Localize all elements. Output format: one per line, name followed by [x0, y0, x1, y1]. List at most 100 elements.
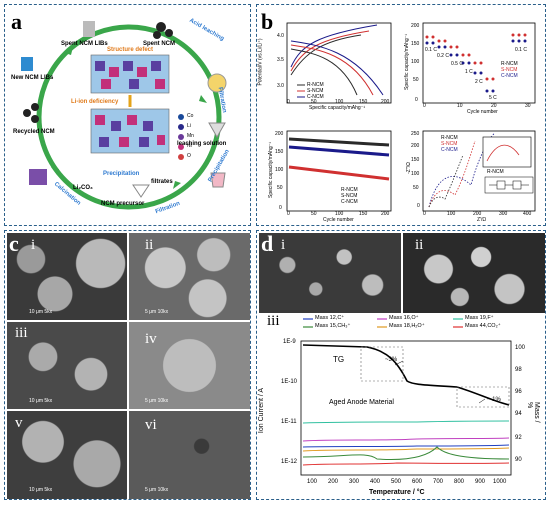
- rate-label-2: 0.5 C: [451, 61, 463, 67]
- rate-legend-r: R-NCM: [501, 61, 518, 67]
- label-leaching-solution: leaching solution: [177, 141, 227, 147]
- panel-b-plots: [286, 22, 536, 212]
- scale-c-iv: 5 μm 10kx: [145, 398, 169, 404]
- rate-ytick-4: 0: [415, 97, 418, 103]
- sub-c-i: i: [31, 237, 36, 253]
- charge-legend-s: S-NCM: [307, 88, 324, 94]
- ms-legend-h2o: Mass 18,H₂O⁺: [389, 323, 425, 329]
- rate-xtick-3: 30: [525, 103, 531, 109]
- crystal-lattice: [95, 61, 165, 147]
- ms-legend-c: Mass 12,C⁺: [315, 315, 345, 321]
- sub-c-vi: vi: [145, 417, 157, 433]
- rate-label-5: 5 C: [489, 95, 497, 101]
- ms-xtick-3: 400: [370, 479, 381, 485]
- cycle-xtick-3: 150: [359, 211, 368, 217]
- ms-xtick-2: 300: [349, 479, 360, 485]
- sub-d-i: i: [281, 237, 286, 253]
- beaker-icon: [210, 172, 226, 188]
- ms-ytick-left-1: 1E-10: [281, 379, 298, 385]
- sem-image-c-v: [7, 411, 127, 499]
- ms-ytick-right-3: 94: [515, 411, 522, 417]
- eis-legend-r: R-NCM: [441, 135, 458, 141]
- recycling-diagram: [21, 21, 227, 210]
- sub-d-ii: ii: [415, 237, 424, 253]
- ms-legend-ch3: Mass 15,CH₃⁺: [315, 323, 351, 329]
- cycle-legend-c: C-NCM: [341, 199, 358, 205]
- cycle-xlabel: Cycle number: [323, 217, 354, 223]
- cycle-xtick-1: 50: [311, 211, 317, 217]
- ms-ytick-left-3: 1E-12: [281, 459, 298, 465]
- rate-label-0: 0.1 C: [425, 47, 437, 53]
- legend-li: Li: [187, 123, 191, 129]
- charge-ytick-1: 3.5: [277, 57, 284, 63]
- rate-legend-s: S-NCM: [501, 67, 518, 73]
- sub-c-ii: ii: [145, 237, 154, 253]
- cycle-ytick-2: 100: [275, 167, 284, 173]
- charge-xtick-2: 100: [335, 99, 344, 105]
- eis-xtick-0: 0: [423, 211, 426, 217]
- cycle-xtick-0: 0: [287, 211, 290, 217]
- ms-legend-o: Mass 16,O⁺: [389, 315, 419, 321]
- rate-xlabel: Cycle number: [467, 109, 498, 115]
- panel-d: d i ii iii Mass 12,C⁺ Mass 16,O⁺ Mass 19…: [256, 230, 546, 500]
- cycle-legend-r: R-NCM: [341, 187, 358, 193]
- eis-legend-s: S-NCM: [441, 141, 458, 147]
- sem-image-d-i: [259, 233, 401, 313]
- filtration-funnel-icon: [208, 122, 226, 139]
- scale-c-ii: 5 μm 10kx: [145, 309, 169, 315]
- scale-c-vi: 5 μm 10kx: [145, 487, 169, 493]
- label-recycled-ncm: Recycled NCM: [13, 129, 55, 135]
- charge-xtick-3: 150: [359, 99, 368, 105]
- ms-ytick-right-0: 100: [515, 345, 526, 351]
- sub-c-iv: iv: [145, 331, 157, 347]
- rate-xtick-1: 10: [457, 103, 463, 109]
- sem-image-d-ii: [403, 233, 545, 313]
- charge-legend-r: R-NCM: [307, 82, 324, 88]
- panel-c: c i ii iii iv v vi 10 μm 5kx 5 μm 10kx 1…: [4, 230, 251, 500]
- eis-legend-c: C-NCM: [441, 147, 458, 153]
- cycle-ytick-3: 50: [277, 185, 283, 191]
- ms-tg-chart: [300, 318, 512, 476]
- ms-ylabel-left: Ion Current / A: [258, 387, 266, 434]
- charge-xtick-0: 0: [287, 99, 290, 105]
- ms-xtick-8: 900: [475, 479, 486, 485]
- ms-xtick-9: 1000: [493, 479, 507, 485]
- panel-d-label: d: [261, 231, 274, 256]
- eis-ytick-4: 50: [413, 185, 419, 191]
- material-label: Aged Anode Material: [329, 399, 394, 406]
- rate-ytick-3: 50: [413, 77, 419, 83]
- eis-ytick-1: 200: [411, 143, 420, 149]
- panel-c-label: c: [9, 231, 19, 256]
- ms-xtick-4: 500: [391, 479, 402, 485]
- cycle-legend-s: S-NCM: [341, 193, 358, 199]
- charge-xlabel: Specific capacity/mAhg⁻¹: [309, 105, 365, 111]
- rate-legend-c: C-NCM: [501, 73, 518, 79]
- label-precipitation-2: Precipitation: [103, 171, 140, 177]
- ms-xtick-7: 800: [454, 479, 465, 485]
- panel-a: a: [4, 4, 251, 226]
- ms-xtick-5: 600: [412, 479, 423, 485]
- recycled-ncm-icon: [23, 109, 31, 117]
- battery-icon: [83, 21, 95, 37]
- panel-b: b: [256, 4, 546, 226]
- ms-ytick-left-2: 1E-11: [281, 419, 297, 425]
- precursor-icon: [132, 184, 150, 198]
- rate-xtick-0: 0: [423, 103, 426, 109]
- ms-legend-f: Mass 19,F⁺: [465, 315, 494, 321]
- eis-ytick-3: 100: [411, 171, 420, 177]
- legend-co: Co: [187, 113, 194, 119]
- legend-mn: Mn: [187, 133, 194, 139]
- ms-ytick-right-1: 98: [515, 367, 522, 373]
- sem-image-c-ii: [129, 233, 250, 320]
- panel-b-label: b: [261, 9, 274, 34]
- cycle-ytick-0: 200: [275, 131, 284, 137]
- rate-label-3: 1 C: [465, 69, 473, 75]
- eis-xtick-2: 200: [473, 211, 482, 217]
- charge-ytick-2: 3.0: [277, 83, 284, 89]
- sem-image-c-i: [7, 233, 127, 320]
- label-structure-defect: Structure defect: [107, 47, 154, 53]
- charge-xtick-1: 50: [311, 99, 317, 105]
- charge-xtick-4: 200: [381, 99, 390, 105]
- cycle-ylabel: Specific capacity/mAhg⁻¹: [268, 142, 274, 198]
- eis-ytick-0: 250: [411, 131, 420, 137]
